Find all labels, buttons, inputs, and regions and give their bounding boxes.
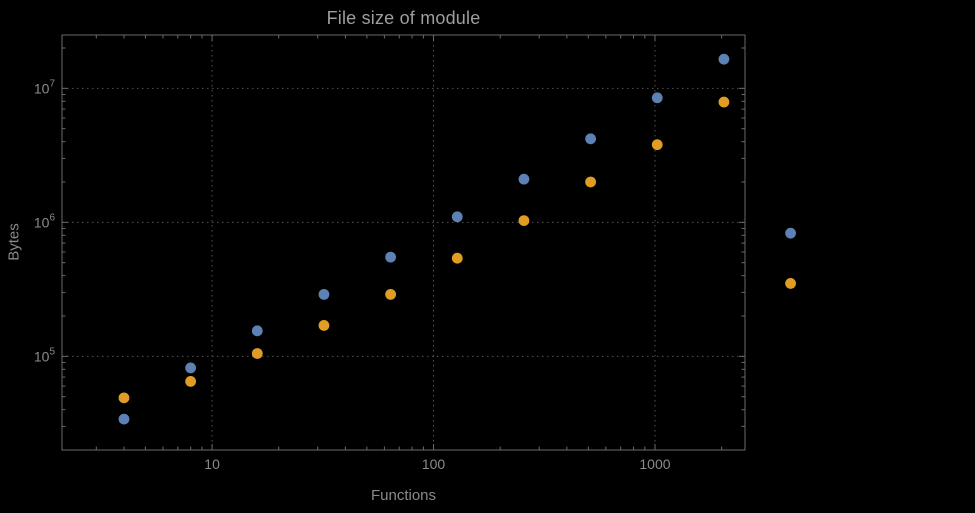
series-series-1-blue	[118, 53, 796, 425]
data-point	[185, 362, 197, 374]
data-point	[518, 173, 530, 185]
data-point	[251, 325, 263, 337]
chart-title: File size of module	[326, 8, 481, 28]
data-point	[585, 133, 596, 145]
data-point	[185, 376, 197, 387]
gridlines	[62, 35, 745, 450]
y-tick-label: 105	[34, 346, 56, 364]
x-tick-label: 1000	[639, 456, 670, 472]
data-point	[585, 176, 596, 188]
data-point	[118, 413, 130, 425]
data-point	[651, 139, 663, 151]
y-tick-label: 106	[34, 212, 56, 230]
data-point	[385, 251, 397, 263]
data-point	[251, 348, 263, 359]
data-point	[785, 227, 796, 239]
data-point	[518, 215, 530, 227]
series-series-2-orange	[118, 96, 796, 404]
data-point	[718, 53, 730, 65]
x-tick-label: 10	[204, 456, 220, 472]
tick-marks	[62, 35, 745, 450]
data-point	[718, 96, 730, 108]
data-point	[385, 288, 397, 300]
x-axis-label: Functions	[370, 487, 437, 504]
y-axis-label: Bytes	[5, 223, 23, 261]
data-point	[651, 92, 663, 104]
data-point	[118, 392, 130, 404]
y-tick-label: 107	[34, 78, 56, 96]
data-point	[451, 211, 463, 223]
plot-frame	[61, 34, 746, 451]
data-point	[451, 252, 463, 264]
data-point	[318, 288, 330, 300]
tick-labels: 10 100 1000 105 106 107	[34, 78, 671, 472]
data-point	[318, 320, 330, 331]
x-tick-label: 100	[422, 456, 446, 472]
data-point	[785, 278, 796, 289]
